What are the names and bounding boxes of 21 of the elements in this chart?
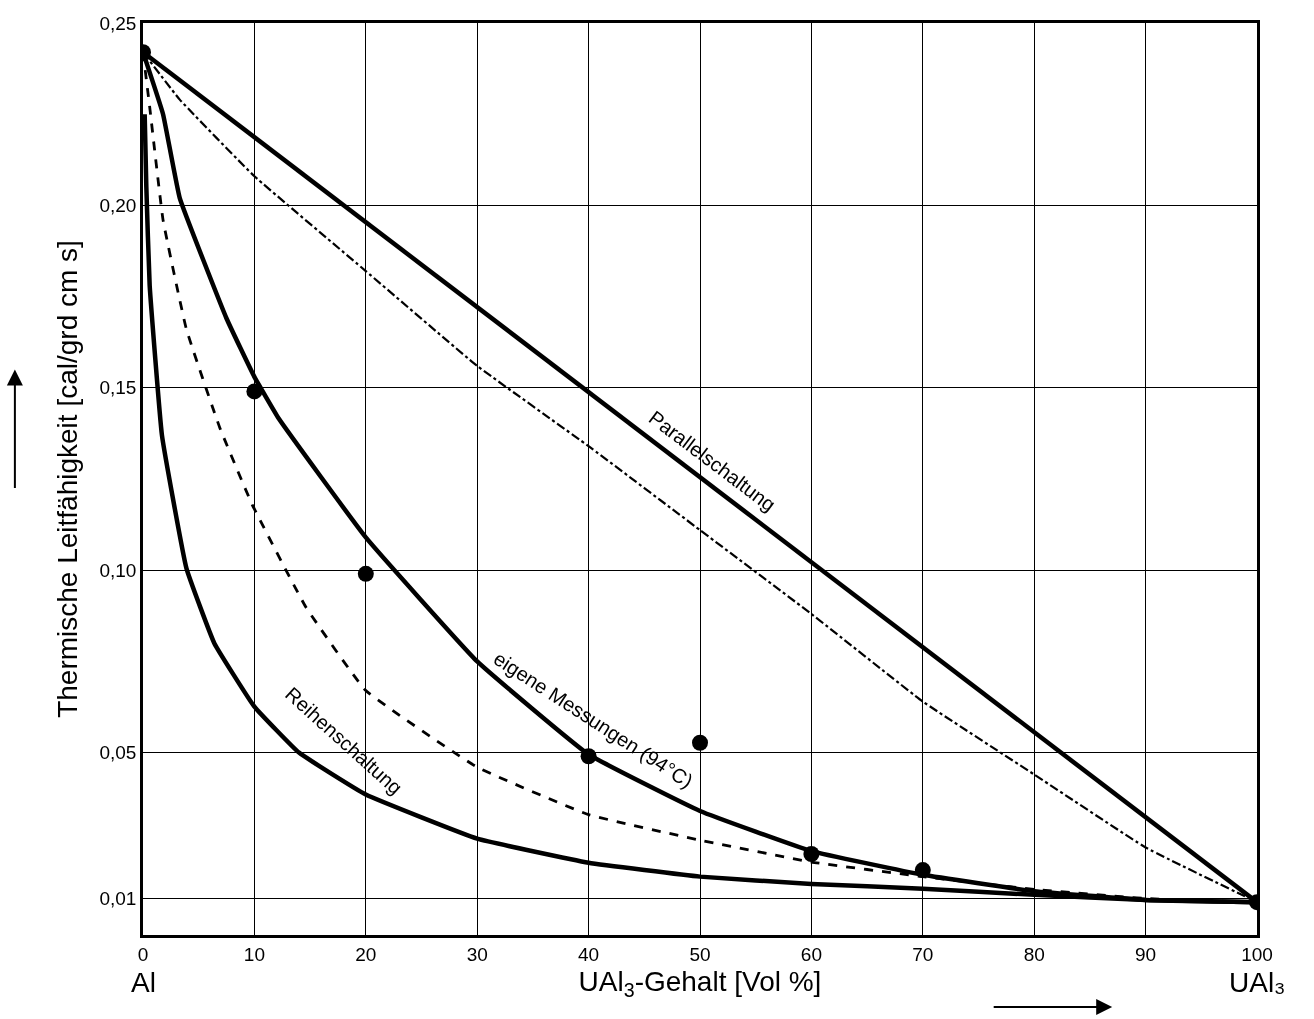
y-tick-label: 0,05 bbox=[99, 742, 137, 764]
y-tick-label: 0,20 bbox=[99, 195, 137, 217]
y-tick-label: 0,15 bbox=[99, 377, 137, 399]
x-tick-label: 40 bbox=[578, 943, 600, 965]
y-tick-label: 0,25 bbox=[99, 12, 137, 34]
x-tick-label: 80 bbox=[1023, 943, 1045, 965]
x-tick-label: 70 bbox=[912, 943, 934, 965]
y-tick-label: 0,01 bbox=[99, 888, 137, 910]
x-tick-label: 60 bbox=[800, 943, 822, 965]
x-tick-label: 30 bbox=[466, 943, 488, 965]
y-axis-title: Thermische Leitfähigkeit [cal/grd cm s] bbox=[52, 240, 84, 718]
x-axis-title: UAl$_{3}$-Gehalt [Vol %] bbox=[578, 965, 822, 1001]
text: UAl₃ bbox=[1229, 967, 1286, 998]
x-tick-label: 10 bbox=[243, 943, 265, 965]
x-tick-label: 20 bbox=[355, 943, 377, 965]
text: Al bbox=[131, 967, 156, 998]
x-tick-label: 90 bbox=[1135, 943, 1157, 965]
x-tick-label: 50 bbox=[689, 943, 711, 965]
x-tick-label: 0 bbox=[137, 943, 149, 965]
x-tick-label: 100 bbox=[1241, 943, 1273, 965]
y-tick-label: 0,10 bbox=[99, 559, 137, 581]
